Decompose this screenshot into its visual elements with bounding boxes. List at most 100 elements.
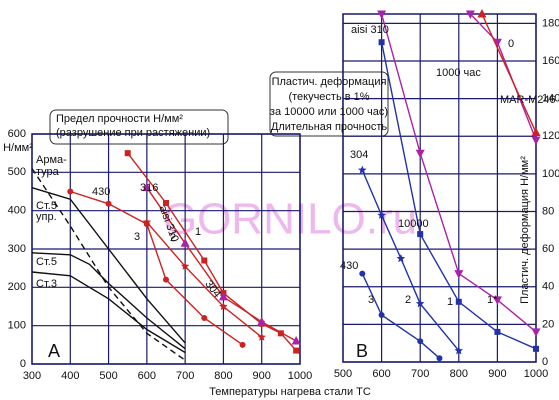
marker bbox=[455, 298, 462, 305]
x-tick-label: 1000 bbox=[524, 368, 548, 380]
marker bbox=[163, 200, 169, 206]
marker bbox=[239, 341, 246, 348]
marker bbox=[531, 328, 541, 337]
x-tick-label: 300 bbox=[23, 370, 41, 382]
y-tick-label: 200 bbox=[8, 281, 26, 293]
y-axis-title: Пластич. деформация Н/мм² bbox=[519, 156, 531, 304]
y-tick-label: 0 bbox=[542, 356, 548, 368]
x-tick-label: 700 bbox=[176, 370, 194, 382]
y-axis-title: Н/мм² bbox=[3, 142, 33, 154]
marker bbox=[180, 261, 190, 270]
marker bbox=[378, 311, 385, 318]
x-tick-label: 700 bbox=[411, 368, 429, 380]
marker bbox=[533, 345, 539, 352]
annotation-box-text: (разрушение при растяжении) bbox=[56, 127, 210, 139]
marker bbox=[257, 316, 267, 326]
annotation: MAR-M246 bbox=[500, 94, 556, 106]
annotation: A bbox=[48, 341, 60, 361]
annotation: Ст.5 bbox=[36, 256, 57, 268]
marker bbox=[201, 257, 208, 264]
annotation: 3 bbox=[368, 294, 374, 306]
y-tick-label: 300 bbox=[8, 243, 26, 255]
annotation-box bbox=[49, 109, 229, 145]
marker bbox=[293, 347, 300, 354]
y-tick-label: 60 bbox=[542, 243, 554, 255]
series-line bbox=[31, 252, 186, 350]
marker bbox=[492, 296, 502, 305]
watermark: GORNILO.ru bbox=[163, 195, 417, 244]
annotation: B bbox=[356, 341, 368, 361]
marker bbox=[477, 9, 487, 18]
marker bbox=[417, 338, 424, 345]
y-tick-label: 100 bbox=[8, 320, 26, 332]
annotation: 304 bbox=[350, 149, 368, 161]
annotation-box-text: Длительная прочность bbox=[271, 121, 387, 133]
y-tick-label: 600 bbox=[8, 128, 26, 140]
series-line bbox=[481, 13, 537, 133]
marker bbox=[378, 39, 385, 46]
y-tick-label: 40 bbox=[542, 281, 554, 293]
x-axis-title: Температуры нагрева стали ТС bbox=[209, 386, 371, 398]
x-tick-label: 500 bbox=[334, 368, 352, 380]
annotation: 0 bbox=[508, 38, 514, 50]
marker bbox=[377, 10, 387, 19]
annotation-box-text: Пластич. деформация bbox=[272, 76, 387, 88]
marker bbox=[143, 221, 150, 228]
marker bbox=[396, 254, 406, 263]
marker bbox=[454, 346, 464, 355]
series-line bbox=[31, 168, 186, 361]
marker bbox=[124, 150, 131, 157]
y-tick-label: 180 bbox=[542, 17, 559, 29]
annotation: 2 bbox=[170, 232, 176, 244]
annotation: 1* bbox=[487, 294, 498, 306]
annotation: 1 bbox=[195, 226, 201, 238]
x-tick-label: 600 bbox=[372, 368, 390, 380]
annotation: Ст.3 bbox=[36, 278, 57, 290]
series-line bbox=[31, 187, 186, 344]
marker bbox=[291, 336, 301, 345]
marker bbox=[492, 38, 502, 48]
marker bbox=[257, 332, 266, 341]
annotation: Ст.5 bbox=[36, 200, 57, 212]
marker bbox=[67, 188, 74, 195]
marker bbox=[142, 182, 152, 192]
marker bbox=[465, 10, 475, 19]
series-line bbox=[146, 221, 263, 338]
marker bbox=[358, 165, 367, 174]
annotation: aisi 310 bbox=[351, 24, 389, 36]
annotation: 430 bbox=[340, 260, 358, 272]
y-tick-label: 80 bbox=[542, 205, 554, 217]
annotation: Арма- bbox=[36, 154, 67, 166]
annotation: 1000 час bbox=[436, 67, 481, 79]
x-tick-label: 1000 bbox=[288, 370, 312, 382]
y-tick-label: 120 bbox=[542, 130, 559, 142]
annotation: 3 bbox=[134, 231, 140, 243]
y-tick-label: 400 bbox=[8, 205, 26, 217]
annotation-box-text: за 10000 или 1000 час) bbox=[270, 106, 388, 118]
y-tick-label: 160 bbox=[542, 55, 559, 67]
marker bbox=[415, 299, 425, 308]
y-tick-label: 500 bbox=[8, 166, 26, 178]
series-line bbox=[31, 271, 186, 354]
x-tick-label: 400 bbox=[61, 370, 79, 382]
annotation: упр. bbox=[36, 211, 57, 223]
marker bbox=[163, 276, 169, 283]
marker bbox=[417, 231, 424, 238]
annotation-box-text: Предел прочности Н/мм² bbox=[56, 113, 183, 125]
annotation: 316 bbox=[140, 182, 158, 194]
annotation-box-text: (текучесть в 1% bbox=[288, 91, 369, 103]
marker bbox=[415, 149, 425, 159]
marker bbox=[436, 355, 443, 362]
x-tick-label: 900 bbox=[253, 370, 271, 382]
y-tick-label: 140 bbox=[542, 93, 559, 105]
marker bbox=[219, 302, 228, 311]
x-tick-label: 800 bbox=[450, 368, 468, 380]
marker bbox=[494, 328, 501, 335]
y-tick-label: 100 bbox=[542, 168, 559, 180]
series-line bbox=[70, 190, 244, 346]
annotation: тура bbox=[36, 166, 60, 178]
annotation: 2 bbox=[405, 294, 411, 306]
marker bbox=[201, 315, 208, 321]
marker bbox=[454, 270, 464, 279]
